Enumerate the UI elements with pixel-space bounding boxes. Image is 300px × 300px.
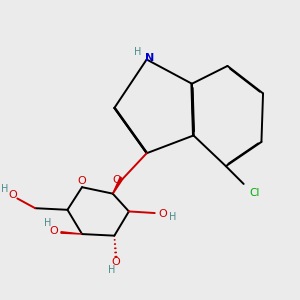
Text: O: O [111, 257, 120, 267]
Text: O: O [159, 209, 167, 219]
Text: O: O [49, 226, 58, 236]
Text: H: H [44, 218, 52, 228]
Text: H: H [169, 212, 177, 222]
Text: N: N [145, 53, 154, 63]
Text: O: O [8, 190, 17, 200]
Text: Cl: Cl [250, 188, 260, 198]
Text: H: H [134, 47, 141, 57]
Text: H: H [1, 184, 8, 194]
Text: O: O [77, 176, 86, 186]
Text: H: H [108, 265, 116, 275]
Polygon shape [113, 177, 122, 194]
Polygon shape [61, 232, 82, 234]
Text: O: O [112, 175, 121, 185]
